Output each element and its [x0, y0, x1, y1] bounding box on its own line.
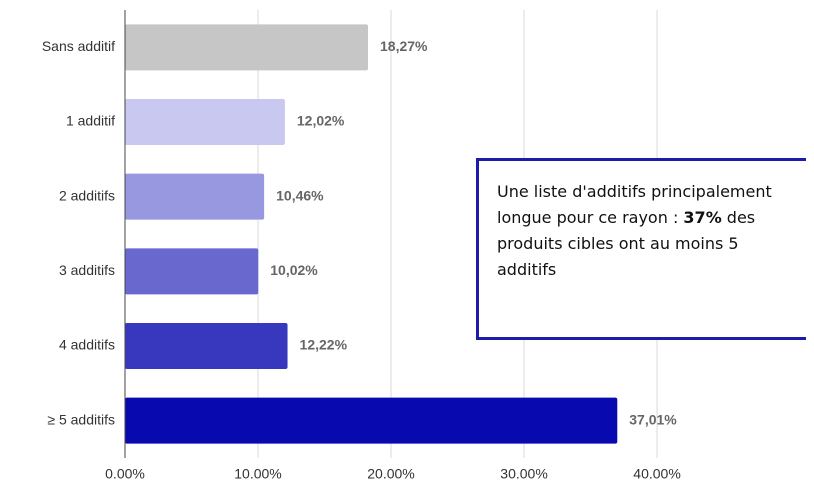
y-tick-label: 1 additif	[66, 113, 115, 129]
y-tick-label: 3 additifs	[59, 262, 115, 278]
annotation-text: Une liste d'additifs principalement long…	[497, 182, 772, 227]
value-label: 12,02%	[297, 113, 345, 129]
annotation-text: des produits cibles ont au moins 5 addit…	[497, 208, 756, 279]
value-label: 10,02%	[270, 262, 318, 278]
bar	[125, 397, 618, 444]
bar	[125, 24, 369, 71]
bar	[125, 173, 265, 220]
y-tick-label: ≥ 5 additifs	[47, 411, 115, 427]
bar	[125, 323, 288, 369]
annotation: Une liste d'additifs principalement long…	[476, 158, 806, 340]
y-tick-label: 2 additifs	[59, 187, 115, 203]
bar	[125, 99, 285, 145]
value-label: 18,27%	[380, 38, 428, 54]
x-tick-label: 20.00%	[367, 466, 414, 482]
annotation-bold: 37%	[683, 208, 722, 227]
y-tick-label: Sans additif	[42, 38, 115, 54]
y-tick-label: 4 additifs	[59, 337, 115, 353]
value-label: 12,22%	[300, 337, 348, 353]
x-tick-label: 10.00%	[234, 466, 281, 482]
value-label: 10,46%	[276, 187, 324, 203]
bar	[125, 248, 259, 295]
value-label: 37,01%	[629, 411, 677, 427]
x-tick-label: 40.00%	[633, 466, 680, 482]
x-tick-label: 0.00%	[105, 466, 145, 482]
x-tick-label: 30.00%	[500, 466, 547, 482]
